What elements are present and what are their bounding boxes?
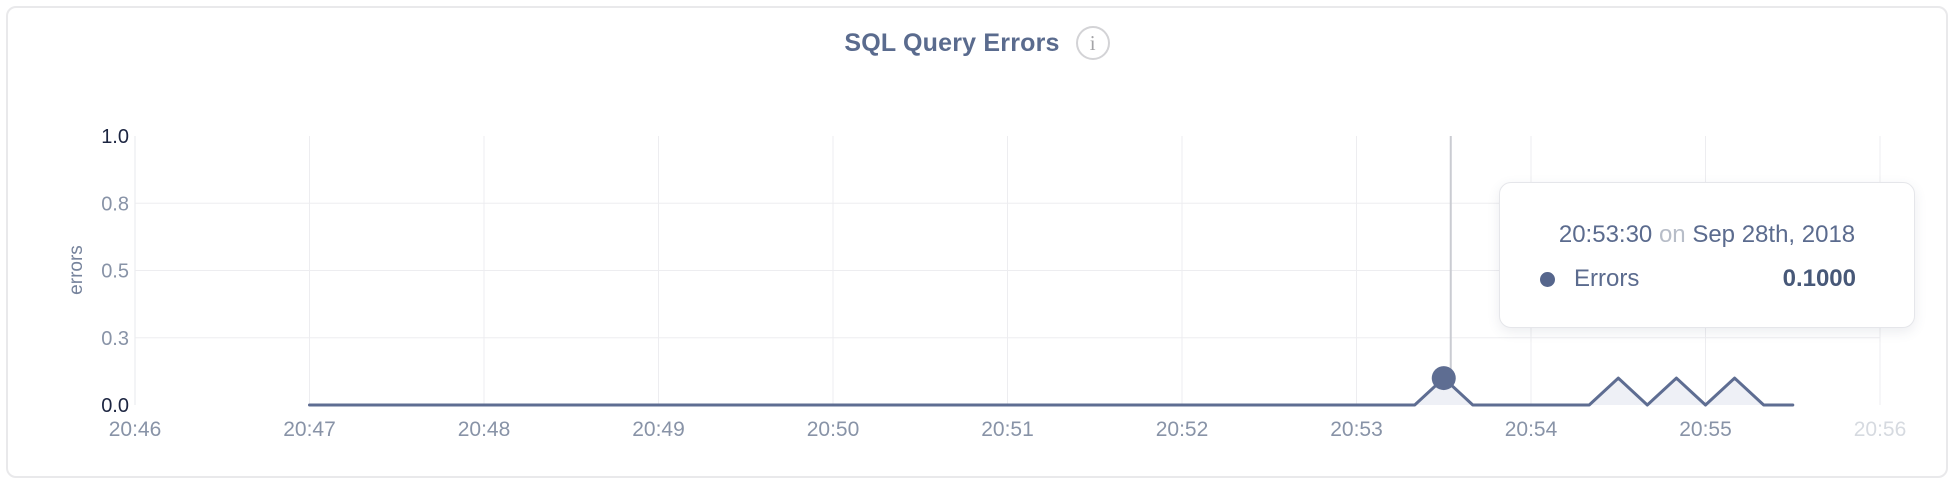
tooltip-date: Sep 28th, 2018 xyxy=(1692,221,1856,248)
tooltip-series-label: Errors xyxy=(1574,265,1640,292)
chart-tooltip: 20:53:30 on Sep 28th, 2018 Errors 0.1000 xyxy=(1499,182,1915,328)
series-bullet-icon xyxy=(1540,271,1555,287)
chart-header: SQL Query Errors i xyxy=(0,26,1954,60)
tooltip-joiner: on xyxy=(1658,221,1686,248)
info-icon[interactable]: i xyxy=(1075,26,1110,60)
x-tick-label: 20:53 xyxy=(1330,418,1383,441)
x-tick-label: 20:47 xyxy=(283,418,336,441)
tooltip-time: 20:53:30 xyxy=(1558,221,1653,248)
x-tick-label: 20:54 xyxy=(1505,418,1558,441)
page-title: SQL Query Errors xyxy=(844,28,1060,57)
y-tick-label: 0.0 xyxy=(101,395,129,417)
info-icon-glyph: i xyxy=(1089,30,1096,55)
series-line xyxy=(308,376,1795,407)
x-tick-label: 20:55 xyxy=(1679,418,1732,441)
x-tick-label: 20:48 xyxy=(458,418,511,441)
tooltip-title: 20:53:30 on Sep 28th, 2018 xyxy=(1500,221,1914,249)
hover-point-marker xyxy=(1431,366,1456,391)
y-axis-title: errors xyxy=(66,245,87,295)
x-tick-label: 20:52 xyxy=(1156,418,1209,441)
x-tick-label: 20:51 xyxy=(981,418,1034,441)
y-tick-label: 0.3 xyxy=(101,328,129,350)
tooltip-series-row: Errors 0.1000 xyxy=(1500,265,1914,293)
tooltip-value: 0.1000 xyxy=(1782,265,1856,292)
x-tick-label: 20:49 xyxy=(632,418,685,441)
x-tick-label: 20:46 xyxy=(109,418,162,441)
x-tick-label: 20:56 xyxy=(1854,418,1907,441)
y-tick-label: 0.8 xyxy=(101,193,129,215)
x-tick-label: 20:50 xyxy=(807,418,860,441)
y-tick-label: 1.0 xyxy=(101,126,129,148)
y-tick-label: 0.5 xyxy=(101,261,129,283)
series-area xyxy=(309,378,1793,405)
